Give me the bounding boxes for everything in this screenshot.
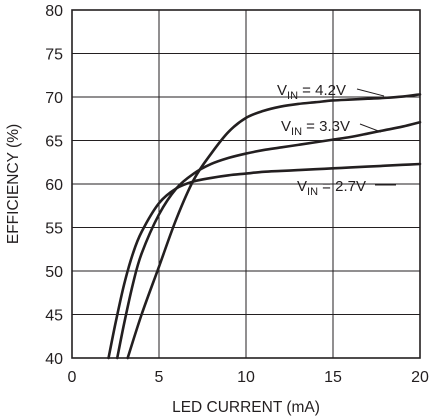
y-tick-label: 65 [45,134,63,151]
y-tick-label: 50 [45,264,63,281]
x-tick-label: 0 [68,369,77,386]
series-label-vin-4-2v: VIN = 4.2V [277,82,346,102]
x-tick-label: 5 [155,369,164,386]
y-tick-label: 75 [45,47,63,64]
series-line-vin-3-3v [115,120,422,360]
plot-area-frame [71,9,421,359]
y-tick-label: 80 [45,3,63,20]
series-label-vin-2-7v: VIN = 2.7V [297,178,366,198]
series-line-vin-2-7v [107,162,422,360]
y-axis-title: EFFICIENCY (%) [5,124,22,244]
series-lines [107,93,422,360]
series-label-vin-3-3v: VIN = 3.3V [281,118,350,138]
series-label-leader [359,123,382,133]
y-tick-label: 40 [45,351,63,368]
y-tick-label: 55 [45,221,63,238]
series-labels: VIN = 4.2V VIN = 3.3V VIN = 2.7V [277,82,396,198]
x-axis-tick-labels: 0 5 10 15 20 [68,369,429,386]
y-tick-label: 45 [45,308,63,325]
series-line-vin-4-2v [126,93,422,360]
y-axis-tick-labels: 40 45 50 55 60 65 70 75 80 [45,3,63,368]
x-tick-label: 20 [411,369,429,386]
x-tick-label: 10 [237,369,255,386]
grid-lines [72,10,420,358]
x-tick-label: 15 [324,369,342,386]
x-axis-title: LED CURRENT (mA) [172,399,320,416]
series-label-leader [356,88,385,97]
y-tick-label: 70 [45,90,63,107]
y-tick-label: 60 [45,177,63,194]
